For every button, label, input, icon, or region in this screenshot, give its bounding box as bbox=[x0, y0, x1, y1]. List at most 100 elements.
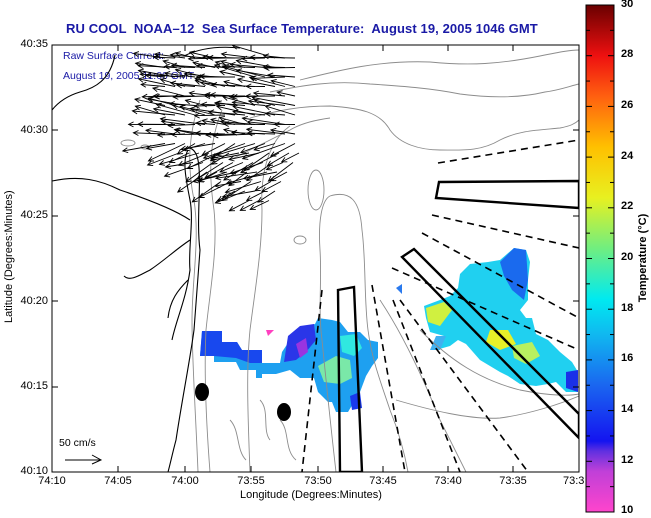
current-vector-head bbox=[152, 106, 160, 113]
current-vector bbox=[210, 152, 240, 159]
current-vector-head bbox=[245, 83, 252, 90]
current-vector-head bbox=[191, 196, 198, 203]
colorbar-tick-label: 14 bbox=[621, 403, 634, 415]
current-time: August 19, 2005 11:00 GMT bbox=[63, 70, 195, 82]
current-vector bbox=[223, 66, 256, 68]
current-vector bbox=[153, 108, 186, 116]
current-vector bbox=[254, 143, 276, 151]
y-tick-label: 40:35 bbox=[20, 38, 48, 50]
x-tick-label: 73:45 bbox=[369, 475, 397, 487]
transect-boxes bbox=[336, 179, 579, 472]
current-vector-head bbox=[240, 167, 247, 174]
current-vector-head bbox=[144, 72, 152, 79]
current-vector bbox=[134, 98, 166, 106]
x-tick-label: 74:10 bbox=[38, 475, 66, 487]
current-vector-head bbox=[170, 62, 178, 69]
current-vector-head bbox=[170, 131, 178, 138]
current-vector bbox=[250, 200, 270, 210]
current-vector bbox=[140, 73, 186, 78]
current-vector bbox=[156, 103, 196, 116]
current-vector-head bbox=[134, 104, 141, 111]
current-vector bbox=[168, 124, 196, 127]
current-vector bbox=[242, 117, 286, 125]
current-vector-head bbox=[221, 193, 229, 199]
current-vector bbox=[251, 76, 286, 79]
current-vector-head bbox=[132, 130, 139, 136]
y-tick-label: 40:25 bbox=[20, 209, 48, 221]
current-vector-head bbox=[264, 104, 271, 111]
current-vector-head bbox=[239, 148, 247, 154]
current-vector bbox=[237, 78, 276, 87]
current-vector bbox=[246, 162, 274, 181]
current-vector-head bbox=[140, 81, 147, 88]
current-vector-head bbox=[232, 104, 239, 111]
current-vector bbox=[145, 129, 176, 135]
current-vector-head bbox=[223, 79, 230, 86]
colorbar-ticks bbox=[586, 29, 614, 488]
current-vector bbox=[221, 181, 252, 201]
current-vector bbox=[225, 181, 262, 193]
current-vector-head bbox=[131, 108, 138, 115]
current-vector-head bbox=[168, 157, 176, 163]
current-vector bbox=[248, 100, 286, 106]
current-vector-head bbox=[239, 205, 246, 211]
current-vector bbox=[180, 143, 216, 150]
current-vector bbox=[265, 105, 296, 116]
current-vector bbox=[141, 83, 166, 87]
current-vector bbox=[146, 143, 176, 150]
map-title: RU COOL NOAA–12 Sea Surface Temperature:… bbox=[66, 21, 538, 36]
colorbar-tick-label: 18 bbox=[621, 302, 634, 314]
current-vector-head bbox=[219, 69, 226, 76]
current-vector bbox=[216, 143, 256, 156]
current-vector bbox=[240, 200, 260, 211]
current-vector-head bbox=[210, 117, 217, 124]
current-vector-head bbox=[159, 116, 166, 123]
current-vector-head bbox=[222, 121, 230, 127]
plot-frame bbox=[51, 44, 580, 473]
current-vector-head bbox=[251, 95, 258, 102]
current-vector-head bbox=[163, 171, 171, 178]
current-vector-head bbox=[244, 93, 251, 100]
current-vector-head bbox=[180, 145, 187, 152]
current-vector-head bbox=[257, 197, 264, 203]
current-vector-head bbox=[163, 63, 170, 70]
current-vector bbox=[197, 65, 226, 68]
current-vector-head bbox=[158, 160, 165, 166]
current-vector bbox=[267, 74, 296, 78]
current-vector-head bbox=[247, 98, 255, 105]
current-vector-head bbox=[134, 97, 141, 103]
current-vector bbox=[153, 56, 176, 59]
current-vector-head bbox=[269, 175, 277, 182]
current-vector bbox=[189, 92, 216, 97]
current-vector bbox=[271, 80, 296, 87]
current-vector-head bbox=[197, 177, 204, 183]
current-vector-head bbox=[207, 54, 214, 61]
current-vector-head bbox=[266, 72, 274, 79]
current-vector-head bbox=[176, 149, 184, 155]
current-vector-head bbox=[198, 73, 205, 80]
current-vector bbox=[223, 123, 266, 125]
current-vector bbox=[196, 122, 216, 125]
current-vector-head bbox=[209, 156, 217, 163]
current-vector bbox=[246, 190, 266, 201]
current-vector-head bbox=[188, 90, 195, 97]
current-vector-head bbox=[218, 115, 225, 122]
current-vector-head bbox=[249, 54, 256, 61]
current-vector-head bbox=[269, 127, 277, 134]
current-vector bbox=[270, 171, 288, 182]
current-vector-head bbox=[172, 94, 179, 100]
current-vector bbox=[170, 82, 206, 87]
current-vector-head bbox=[185, 176, 192, 183]
current-vector bbox=[164, 66, 196, 68]
scale-arrow bbox=[65, 454, 103, 465]
current-vector bbox=[264, 67, 296, 69]
current-vector-head bbox=[195, 120, 202, 127]
current-vector bbox=[270, 129, 296, 135]
current-vector bbox=[215, 171, 258, 179]
current-vector bbox=[159, 152, 200, 165]
current-vector-head bbox=[241, 115, 248, 122]
current-vector bbox=[145, 74, 166, 78]
current-vector bbox=[152, 87, 186, 97]
current-vector-head bbox=[188, 50, 196, 57]
